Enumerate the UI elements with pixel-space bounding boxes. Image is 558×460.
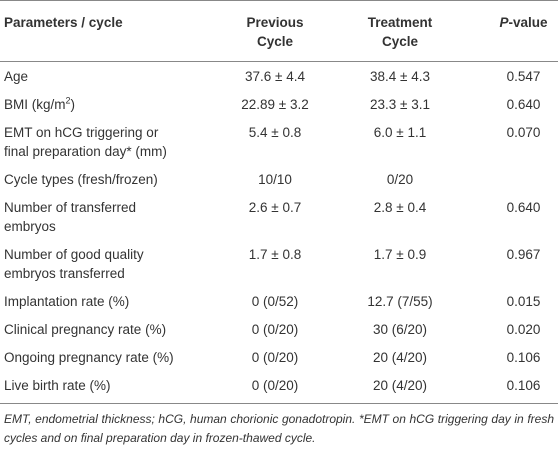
- p-value-cell: 0.106: [506, 350, 541, 365]
- p-value-cell: 0.070: [506, 125, 541, 140]
- previous-cell: 0 (0/20): [251, 350, 299, 365]
- table-row: Cycle types (fresh/frozen) 10/10 0/20: [0, 165, 558, 193]
- table-row: Live birth rate (%) 0 (0/20) 20 (4/20) 0.10…: [0, 371, 558, 404]
- treatment-cell: 20 (4/20): [335, 371, 465, 404]
- table-row: Number of transferred embryos 2.6 ± 0.7 2.8…: [0, 193, 558, 240]
- data-table: Parameters / cycle Previous Cycle Treatment…: [0, 0, 558, 404]
- cell-line: embryos transferred: [4, 266, 125, 281]
- previous-cell: 10/10: [258, 172, 292, 187]
- header-row: Parameters / cycle Previous Cycle Treatment…: [0, 0, 558, 62]
- cell-line: Treatment: [367, 15, 433, 30]
- p-value-cell: 0.020: [506, 322, 541, 337]
- table-row: Clinical pregnancy rate (%) 0 (0/20) 30 (6…: [0, 315, 558, 343]
- table-row: Ongoing pregnancy rate (%) 0 (0/20) 20 (4/…: [0, 343, 558, 371]
- parameter-cell: Number of good quality embryos transferre…: [0, 240, 215, 287]
- treatment-cell: 0/20: [386, 172, 414, 187]
- p-value-cell: 0.640: [506, 200, 541, 215]
- treatment-cell: 20 (4/20): [372, 350, 428, 365]
- cell-text: BMI (kg/m: [4, 97, 66, 112]
- p-value-cell: 0.967: [506, 247, 541, 262]
- superscript: 2: [65, 95, 71, 106]
- cell-line: Ongoing pregnancy rate (%): [4, 350, 174, 365]
- footnote: EMT, endometrial thickness; hCG, human c…: [4, 412, 554, 445]
- p-value-cell: 0.106: [465, 371, 558, 404]
- cell-line: Clinical pregnancy rate (%): [4, 322, 167, 337]
- cell-line: Number of good quality: [4, 247, 144, 262]
- table-row: BMI (kg/m2) 22.89 ± 3.2 23.3 ± 3.1 0.640: [0, 90, 558, 118]
- treatment-cell: 2.8 ± 0.4: [373, 200, 427, 215]
- parameter-cell: Number of transferred embryos: [0, 193, 215, 240]
- parameter-cell: Clinical pregnancy rate (%): [0, 315, 215, 343]
- parameter-cell: Age: [0, 62, 215, 91]
- table-row: Number of good quality embryos transferre…: [0, 240, 558, 287]
- cell-line: final preparation day* (mm): [4, 144, 167, 159]
- header-cell: Previous Cycle: [215, 0, 335, 62]
- treatment-cell: 30 (6/20): [372, 322, 428, 337]
- parameter-cell: BMI (kg/m2): [0, 90, 215, 118]
- p-value-cell: [465, 165, 558, 193]
- previous-cell: 0 (0/20): [251, 322, 299, 337]
- treatment-cell: 1.7 ± 0.9: [373, 247, 427, 262]
- cell-line: Age: [4, 69, 29, 84]
- treatment-cell: 38.4 ± 4.3: [370, 69, 430, 84]
- parameter-cell: Cycle types (fresh/frozen): [0, 165, 215, 193]
- p-value-cell: 0.640: [506, 97, 541, 112]
- cell-line: Previous: [246, 15, 304, 30]
- previous-cell: 37.6 ± 4.4: [245, 69, 305, 84]
- cell-line: Implantation rate (%): [4, 294, 130, 309]
- parameter-cell: EMT on hCG triggering or final preparatio…: [0, 118, 215, 165]
- header-cell: Parameters / cycle: [0, 0, 215, 62]
- table-row: EMT on hCG triggering or final preparatio…: [0, 118, 558, 165]
- cell-line: Number of transferred: [4, 200, 137, 215]
- previous-cell: 1.7 ± 0.8: [248, 247, 302, 262]
- previous-cell: 0 (0/20): [215, 371, 335, 404]
- cell-line: Cycle types (fresh/frozen): [4, 172, 158, 187]
- cell-line: Cycle: [381, 34, 419, 49]
- parameter-cell: Ongoing pregnancy rate (%): [0, 343, 215, 371]
- table-body: Age 37.6 ± 4.4 38.4 ± 4.3 0.547 BMI (kg/m2) 2…: [0, 62, 558, 404]
- previous-cell: 22.89 ± 3.2: [241, 97, 309, 112]
- p-value-cell: 0.015: [506, 294, 541, 309]
- cell-line: Parameters / cycle: [4, 15, 123, 30]
- header-cell: Treatment Cycle: [335, 0, 465, 62]
- cell-line: Cycle: [256, 34, 294, 49]
- p-value-cell: 0.547: [506, 69, 541, 84]
- header-cell: P-value: [465, 0, 558, 62]
- parameter-cell: Implantation rate (%): [0, 287, 215, 315]
- treatment-cell: 6.0 ± 1.1: [373, 125, 427, 140]
- header-text: -value: [508, 15, 548, 30]
- previous-cell: 2.6 ± 0.7: [248, 200, 302, 215]
- header-italic: P: [499, 15, 509, 30]
- treatment-cell: 12.7 (7/55): [367, 294, 433, 309]
- cell-text: ): [70, 97, 76, 112]
- parameter-cell: Live birth rate (%): [0, 371, 215, 404]
- cell-line: Live birth rate (%): [4, 378, 111, 393]
- cell-line: embryos: [4, 219, 56, 234]
- previous-cell: 0 (0/52): [251, 294, 299, 309]
- treatment-cell: 23.3 ± 3.1: [370, 97, 430, 112]
- cell-line: EMT on hCG triggering or: [4, 125, 159, 140]
- table-row: Age 37.6 ± 4.4 38.4 ± 4.3 0.547: [0, 62, 558, 91]
- table-row: Implantation rate (%) 0 (0/52) 12.7 (7/55)…: [0, 287, 558, 315]
- previous-cell: 5.4 ± 0.8: [248, 125, 302, 140]
- table-header: Parameters / cycle Previous Cycle Treatment…: [0, 0, 558, 62]
